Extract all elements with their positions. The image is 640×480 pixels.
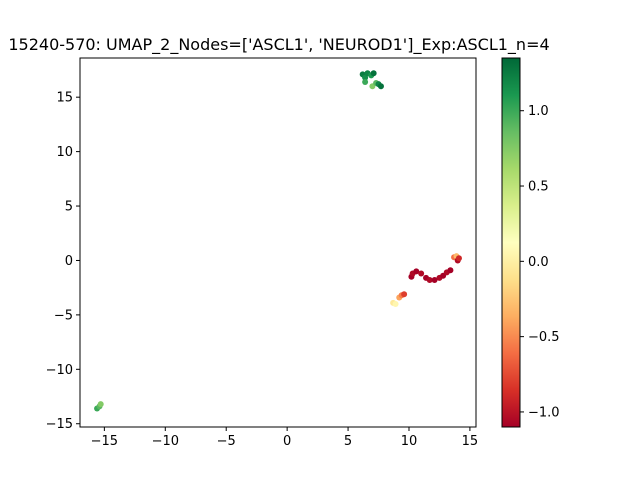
colorbar-gradient — [501, 57, 521, 428]
scatter-point — [392, 301, 399, 307]
colorbar-tick-label: 1.0 — [528, 104, 549, 119]
scatter-point — [370, 70, 377, 77]
scatter-point — [413, 268, 420, 275]
colorbar-tick-label: −0.5 — [528, 330, 560, 345]
x-tick-label: 5 — [344, 434, 352, 449]
x-tick-label: 10 — [401, 434, 418, 449]
y-tick-label: −10 — [46, 363, 73, 378]
scatter-point — [455, 255, 462, 262]
chart-title: 15240-570: UMAP_2_Nodes=['ASCL1', 'NEURO… — [8, 35, 549, 55]
x-tick-label: 15 — [462, 434, 479, 449]
x-tick-label: −15 — [91, 434, 118, 449]
scatter-point — [447, 267, 454, 274]
colorbar: −1.0 −0.5 0.0 0.5 1.0 — [501, 57, 560, 428]
scatter-point — [401, 291, 408, 298]
scatter-points — [94, 70, 462, 412]
y-axis: −15 −10 −5 0 5 10 15 — [46, 91, 80, 432]
x-tick-label: −5 — [217, 434, 236, 449]
colorbar-tick-label: −1.0 — [528, 405, 560, 420]
x-tick-label: 0 — [283, 434, 291, 449]
scatter-point — [362, 74, 369, 81]
y-tick-label: −15 — [46, 417, 73, 432]
scatter-point — [97, 401, 104, 408]
y-tick-label: 5 — [65, 200, 73, 215]
colorbar-tick-label: 0.0 — [528, 255, 549, 270]
plot-frame — [79, 57, 477, 428]
scatter-point — [362, 78, 369, 85]
x-tick-label: −10 — [152, 434, 179, 449]
colorbar-tick-label: 0.5 — [528, 180, 549, 195]
y-tick-label: 10 — [56, 145, 73, 160]
plot-area: −15 −10 −5 0 5 10 15 −15 −10 −5 0 5 10 15 — [46, 57, 479, 449]
y-tick-label: 15 — [56, 91, 73, 106]
colorbar-ticks: −1.0 −0.5 0.0 0.5 1.0 — [520, 104, 560, 420]
y-tick-label: −5 — [54, 308, 73, 323]
scatter-point — [418, 270, 425, 277]
x-axis: −15 −10 −5 0 5 10 15 — [91, 427, 479, 449]
y-tick-label: 0 — [65, 254, 73, 269]
scatter-point — [431, 277, 438, 284]
scatter-point — [377, 83, 384, 90]
scatter-point — [426, 277, 433, 284]
